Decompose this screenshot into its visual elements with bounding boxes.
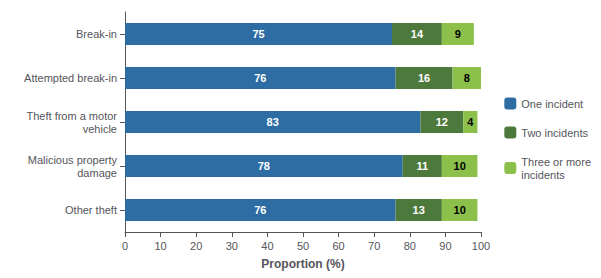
svg-text:83: 83: [267, 116, 279, 128]
svg-text:11: 11: [416, 160, 428, 172]
svg-text:78: 78: [258, 160, 270, 172]
svg-text:incidents: incidents: [521, 169, 565, 181]
svg-text:9: 9: [455, 28, 461, 40]
svg-text:70: 70: [368, 240, 380, 252]
svg-text:100: 100: [472, 240, 490, 252]
svg-text:60: 60: [332, 240, 344, 252]
svg-text:76: 76: [254, 204, 266, 216]
svg-text:30: 30: [226, 240, 238, 252]
svg-text:10: 10: [154, 240, 166, 252]
svg-text:8: 8: [464, 72, 470, 84]
svg-text:16: 16: [418, 72, 430, 84]
svg-text:90: 90: [439, 240, 451, 252]
svg-text:0: 0: [122, 240, 128, 252]
svg-text:damage: damage: [77, 167, 117, 179]
svg-text:vehicle: vehicle: [83, 123, 117, 135]
svg-text:10: 10: [454, 204, 466, 216]
svg-text:20: 20: [190, 240, 202, 252]
svg-text:Break-in: Break-in: [76, 28, 117, 40]
svg-text:76: 76: [254, 72, 266, 84]
svg-text:Attempted break-in: Attempted break-in: [24, 72, 117, 84]
svg-text:Proportion (%): Proportion (%): [261, 257, 344, 271]
svg-text:10: 10: [454, 160, 466, 172]
svg-text:Malicious property: Malicious property: [28, 154, 118, 166]
svg-text:Other theft: Other theft: [65, 204, 117, 216]
svg-text:Theft from a motor: Theft from a motor: [27, 110, 118, 122]
svg-text:40: 40: [261, 240, 273, 252]
svg-text:Three or more: Three or more: [521, 156, 591, 168]
svg-text:One incident: One incident: [521, 98, 583, 110]
svg-text:80: 80: [404, 240, 416, 252]
svg-text:Two incidents: Two incidents: [521, 127, 588, 139]
svg-text:50: 50: [297, 240, 309, 252]
svg-text:75: 75: [252, 28, 264, 40]
svg-text:4: 4: [467, 116, 474, 128]
svg-text:13: 13: [413, 204, 425, 216]
svg-text:12: 12: [436, 116, 448, 128]
svg-text:14: 14: [411, 28, 424, 40]
